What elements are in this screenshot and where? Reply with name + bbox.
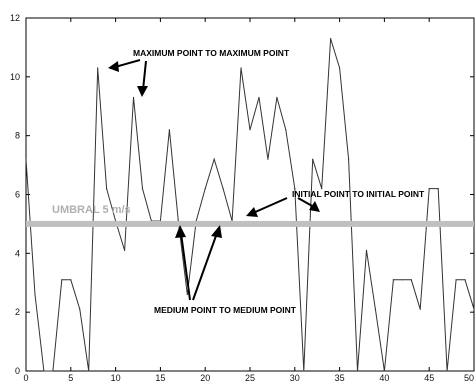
arrow-medium-right-head [211, 225, 222, 238]
data-point [347, 158, 350, 160]
threshold-label: UMBRAL 5 m/s [52, 204, 131, 216]
y-tick-label: 10 [10, 72, 20, 82]
data-point [321, 188, 323, 190]
x-tick-label: 25 [245, 373, 255, 381]
x-tick-label: 10 [111, 373, 121, 381]
data-point [312, 158, 314, 160]
y-tick-label: 0 [15, 366, 20, 376]
data-point [365, 249, 368, 251]
data-point [401, 279, 403, 281]
arrow-initial-left [252, 197, 288, 214]
data-point [428, 188, 430, 190]
y-tick-label: 8 [15, 131, 20, 141]
data-point [330, 37, 332, 40]
data-point [213, 158, 215, 160]
arrow-max-right [142, 60, 147, 91]
data-point [455, 279, 457, 281]
data-point [473, 308, 475, 310]
data-point [70, 279, 72, 281]
arrow-initial-right [297, 197, 315, 208]
data-point [267, 158, 269, 160]
y-tick-label: 2 [15, 307, 20, 317]
data-point [106, 188, 108, 190]
data-point [410, 279, 412, 281]
annotation-initial: INITIAL POINT TO INITIAL POINT [292, 189, 425, 199]
arrow-max-left-head [108, 61, 119, 72]
x-tick-label: 45 [424, 373, 434, 381]
x-tick-label: 40 [379, 373, 389, 381]
threshold-band [26, 220, 474, 227]
arrow-initial-right-head [309, 201, 320, 212]
annotation-maximum: MAXIMUM POINT TO MAXIMUM POINT [133, 48, 290, 58]
x-tick-label: 0 [23, 373, 28, 381]
series-layer [25, 37, 475, 372]
x-tick-label: 5 [68, 373, 73, 381]
data-point [276, 96, 278, 99]
data-point [339, 67, 341, 69]
data-point [446, 370, 448, 372]
x-tick-label: 15 [155, 373, 165, 381]
annotation-arrows [108, 59, 320, 301]
annotation-medium: MEDIUM POINT TO MEDIUM POINT [154, 305, 297, 315]
data-point [240, 67, 242, 69]
data-point [141, 188, 144, 190]
data-point [222, 188, 224, 190]
data-point [392, 279, 394, 281]
x-tick-label: 20 [200, 373, 210, 381]
data-point [464, 279, 466, 281]
y-axis-ticks: 0 2 4 6 8 10 12 [10, 13, 474, 376]
x-tick-label: 30 [290, 373, 300, 381]
data-point [419, 308, 421, 310]
data-point [123, 249, 126, 251]
arrow-medium-left [180, 232, 191, 301]
data-point [356, 370, 359, 372]
data-point [374, 308, 377, 310]
arrow-initial-left-head [246, 207, 258, 217]
x-tick-label: 35 [335, 373, 345, 381]
data-point [204, 188, 206, 190]
data-point [88, 370, 90, 372]
arrow-max-right-head [137, 86, 148, 97]
data-point [303, 370, 305, 372]
x-axis-ticks: 0 5 10 15 20 25 30 35 40 45 50 [23, 18, 475, 383]
data-point [25, 158, 27, 160]
data-point [132, 96, 135, 99]
data-point [34, 293, 36, 296]
data-point [258, 96, 260, 99]
arrow-medium-left-head [175, 225, 186, 238]
data-point [168, 129, 170, 131]
data-point [52, 370, 54, 372]
data-point [61, 279, 63, 281]
y-tick-label: 6 [15, 190, 20, 200]
data-point [249, 129, 251, 131]
data-point [43, 370, 45, 372]
arrow-medium-right [192, 232, 218, 301]
data-point [383, 370, 385, 372]
y-tick-label: 12 [10, 13, 20, 23]
x-tick-label: 50 [464, 373, 474, 381]
data-point [97, 67, 99, 69]
y-tick-label: 4 [15, 248, 20, 258]
data-point [79, 308, 81, 310]
data-point [186, 293, 188, 296]
data-point [294, 188, 296, 190]
data-point [285, 129, 287, 131]
arrow-max-left [114, 59, 141, 68]
data-point [437, 188, 439, 190]
